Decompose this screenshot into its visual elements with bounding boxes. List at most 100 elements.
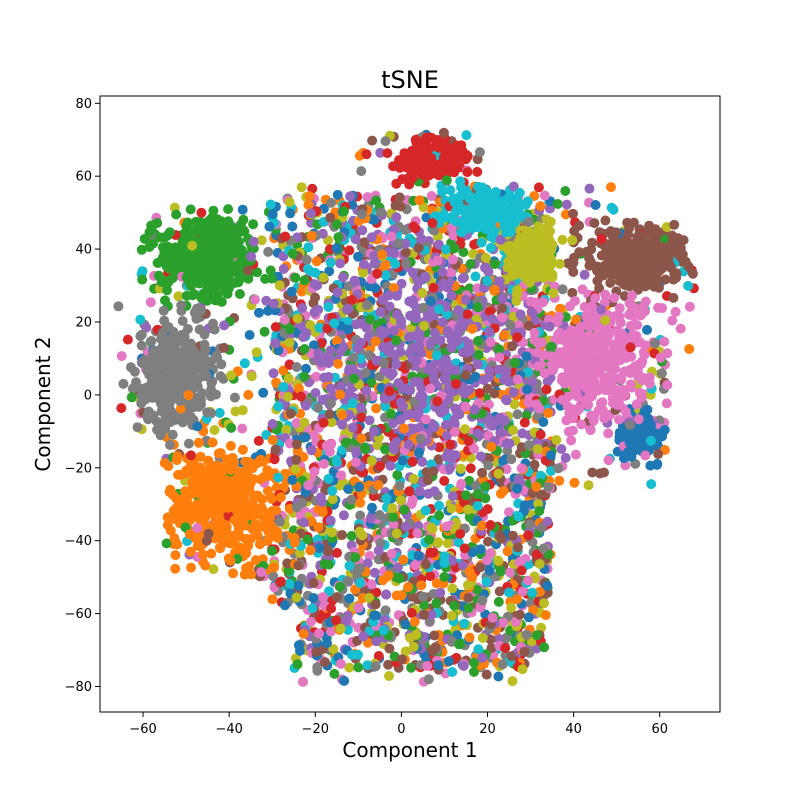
scatter-point-mixed [367, 135, 378, 146]
scatter-point-mixed [165, 525, 176, 536]
scatter-point-2 [234, 289, 245, 299]
scatter-point-5 [632, 280, 643, 291]
scatter-point-mixed [271, 377, 282, 388]
scatter-point-mixed [355, 510, 366, 521]
scatter-point-mixed [380, 444, 391, 455]
scatter-point-mixed [302, 264, 313, 274]
scatter-point-mixed [459, 618, 470, 629]
scatter-point-mixed [556, 444, 567, 454]
scatter-point-mixed [390, 259, 401, 269]
scatter-point-mixed [534, 506, 545, 516]
scatter-point-mixed [264, 221, 275, 232]
scatter-point-1 [232, 474, 243, 485]
scatter-point-4 [375, 307, 386, 317]
scatter-point-mixed [469, 666, 479, 677]
scatter-point-mixed [326, 417, 337, 428]
scatter-point-mixed [375, 207, 386, 218]
scatter-point-4 [305, 208, 316, 219]
scatter-point-2 [139, 233, 150, 244]
scatter-point-mixed [505, 567, 516, 578]
scatter-point-mixed [116, 403, 127, 414]
scatter-point-mixed [251, 347, 262, 358]
scatter-point-mixed [423, 674, 434, 685]
scatter-point-mixed [263, 246, 274, 257]
scatter-point-6 [567, 425, 578, 436]
scatter-point-mixed [329, 668, 340, 679]
scatter-point-mixed [343, 484, 354, 494]
scatter-point-mixed [362, 192, 373, 203]
scatter-point-mixed [312, 662, 323, 673]
scatter-point-4 [494, 276, 505, 287]
scatter-point-4 [270, 338, 281, 349]
scatter-point-mixed [253, 435, 264, 446]
scatter-point-4 [459, 388, 470, 399]
scatter-point-mixed [535, 429, 546, 440]
scatter-point-mixed [350, 457, 361, 468]
scatter-point-mixed [354, 482, 365, 492]
scatter-point-4 [427, 364, 438, 375]
scatter-point-mixed [408, 473, 419, 484]
scatter-point-4 [364, 415, 375, 426]
scatter-point-mixed [455, 528, 466, 539]
scatter-point-mixed [274, 516, 285, 527]
scatter-point-mixed [589, 218, 600, 229]
scatter-point-mixed [414, 486, 425, 497]
scatter-point-mixed [470, 271, 481, 282]
scatter-point-mixed [524, 519, 535, 530]
scatter-point-mixed [335, 623, 346, 634]
scatter-point-mixed [590, 200, 601, 210]
scatter-point-4 [413, 377, 424, 387]
scatter-point-mixed [447, 667, 458, 677]
scatter-point-mixed [332, 547, 342, 558]
scatter-point-4 [484, 365, 495, 376]
scatter-point-mixed [397, 654, 408, 665]
scatter-point-4 [404, 296, 415, 307]
scatter-point-mixed [399, 423, 409, 434]
scatter-point-4 [400, 238, 411, 249]
scatter-point-4 [310, 388, 321, 398]
scatter-point-1 [245, 534, 256, 544]
scatter-point-4 [405, 310, 416, 321]
scatter-point-mixed [338, 206, 349, 217]
scatter-point-mixed [344, 245, 355, 256]
scatter-point-mixed [477, 467, 488, 478]
scatter-point-mixed [364, 350, 375, 361]
scatter-point-mixed [426, 609, 437, 620]
scatter-point-mixed [196, 207, 207, 218]
scatter-point-1 [191, 463, 202, 474]
scatter-point-mixed [446, 503, 457, 514]
scatter-point-mixed [560, 452, 571, 463]
scatter-point-mixed [493, 555, 504, 566]
scatter-point-mixed [355, 577, 366, 588]
scatter-point-4 [428, 373, 439, 384]
scatter-point-4 [442, 325, 453, 336]
scatter-point-mixed [375, 538, 386, 549]
scatter-point-4 [407, 353, 418, 364]
scatter-point-mixed [208, 564, 219, 575]
scatter-point-mixed [486, 441, 497, 452]
scatter-point-1 [159, 458, 170, 468]
scatter-point-mixed [320, 657, 330, 668]
scatter-point-1 [225, 555, 236, 566]
scatter-point-mixed [468, 248, 478, 259]
scatter-point-mixed [396, 590, 407, 601]
scatter-point-mixed [323, 546, 334, 557]
scatter-point-mixed [461, 130, 472, 141]
scatter-point-mixed [322, 638, 332, 648]
scatter-point-mixed [308, 578, 319, 588]
scatter-point-mixed [356, 166, 367, 177]
scatter-point-mixed [278, 264, 289, 274]
scatter-point-mixed [545, 203, 555, 214]
scatter-point-mixed [498, 617, 509, 628]
scatter-point-4 [487, 314, 498, 325]
scatter-point-mixed [317, 507, 328, 518]
scatter-point-2 [136, 244, 147, 255]
scatter-point-mixed [584, 183, 595, 194]
scatter-point-mixed [459, 424, 470, 435]
scatter-point-mixed [508, 181, 519, 192]
scatter-point-mixed [335, 658, 346, 669]
scatter-point-1 [258, 472, 269, 483]
scatter-point-4 [457, 273, 468, 284]
scatter-point-mixed [603, 455, 614, 466]
scatter-point-mixed [475, 544, 486, 555]
